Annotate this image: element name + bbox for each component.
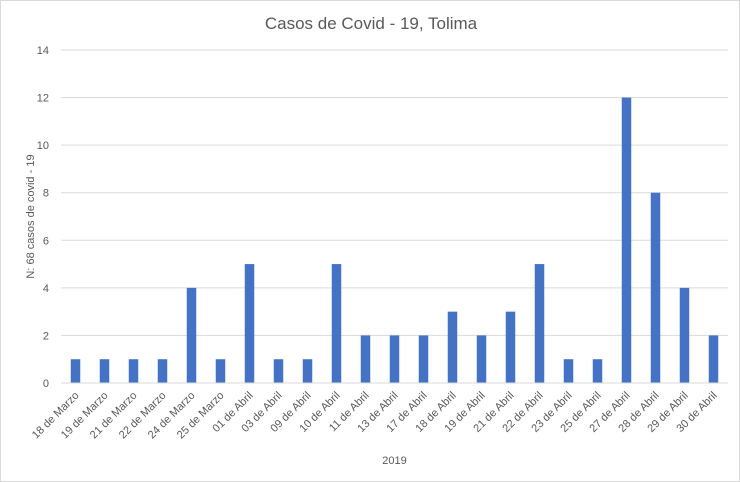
y-tick-label: 8 (43, 188, 49, 200)
bar (679, 287, 690, 383)
bar (534, 264, 545, 383)
bar (215, 359, 226, 383)
bar (592, 359, 603, 383)
bar (70, 359, 81, 383)
bar (418, 335, 429, 383)
y-tick-label: 10 (37, 140, 49, 152)
bar (157, 359, 168, 383)
gridlines (61, 49, 728, 336)
chart-title: Casos de Covid - 19, Tolima (265, 14, 478, 33)
y-tick-label: 4 (43, 283, 49, 295)
bar (476, 335, 487, 383)
bar (186, 287, 197, 383)
bars (70, 97, 719, 384)
y-tick-label: 0 (43, 378, 49, 390)
bar (360, 335, 371, 383)
bar (505, 311, 516, 383)
x-axis-label: 2019 (382, 455, 406, 467)
bar (563, 359, 574, 383)
y-tick-label: 14 (37, 45, 49, 57)
bar (389, 335, 400, 383)
bar (650, 192, 661, 383)
y-tick-label: 2 (43, 330, 49, 342)
bar (331, 264, 342, 383)
bar (302, 359, 313, 383)
bar (708, 335, 719, 383)
bar (621, 97, 632, 384)
bar (447, 311, 458, 383)
bar (99, 359, 110, 383)
bar (244, 264, 255, 383)
y-tick-label: 12 (37, 93, 49, 105)
y-tick-label: 6 (43, 235, 49, 247)
y-axis-ticks: 0 2 4 6 8 10 12 14 (37, 45, 49, 390)
y-axis-label: N: 68 casos de covid - 19 (25, 154, 37, 278)
bar (273, 359, 284, 383)
bar (128, 359, 139, 383)
